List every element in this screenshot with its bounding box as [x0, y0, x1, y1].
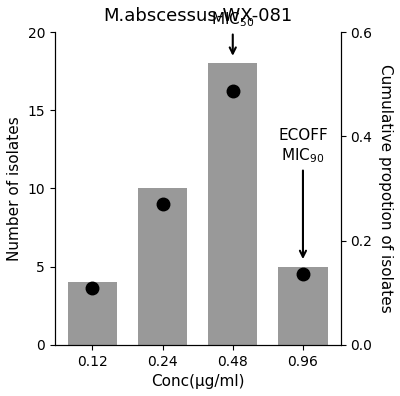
X-axis label: Conc(μg/ml): Conc(μg/ml) — [151, 374, 244, 389]
Y-axis label: Cumulative propotion of isolates: Cumulative propotion of isolates — [378, 64, 393, 313]
Bar — [278, 267, 328, 345]
Text: MIC$_{50}$: MIC$_{50}$ — [211, 10, 254, 53]
Bar — [68, 282, 117, 345]
Text: ECOFF
MIC$_{90}$: ECOFF MIC$_{90}$ — [278, 128, 328, 257]
Bar — [138, 188, 187, 345]
Y-axis label: Number of isolates: Number of isolates — [7, 116, 22, 261]
Bar — [208, 63, 257, 345]
Title: M.abscessus-WX-081: M.abscessus-WX-081 — [103, 7, 292, 25]
